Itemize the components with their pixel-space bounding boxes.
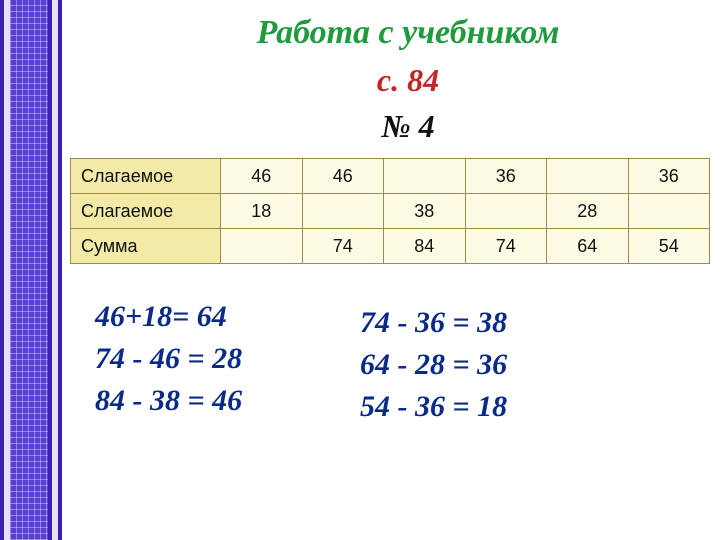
- table-cell: [465, 194, 547, 229]
- table-row: Сумма7484746454: [71, 229, 710, 264]
- band-stripe: [58, 0, 62, 540]
- table-cell: 38: [384, 194, 466, 229]
- table-row: Слагаемое46463636: [71, 159, 710, 194]
- table-cell: 46: [221, 159, 303, 194]
- table-cell: 28: [547, 194, 629, 229]
- table-cell: [302, 194, 384, 229]
- data-table: Слагаемое46463636Слагаемое183828Сумма748…: [70, 158, 710, 264]
- band-fill: [10, 0, 48, 540]
- table-cell: 18: [221, 194, 303, 229]
- table-row: Слагаемое18 38 28: [71, 194, 710, 229]
- table-cell: 74: [302, 229, 384, 264]
- table-cell: 54: [628, 229, 710, 264]
- table-cell: [384, 159, 466, 194]
- table-cell: 36: [628, 159, 710, 194]
- table-cell: 84: [384, 229, 466, 264]
- table-cell: 46: [302, 159, 384, 194]
- row-header: Сумма: [71, 229, 221, 264]
- table-cell: [547, 159, 629, 194]
- table-cell: [221, 229, 303, 264]
- table-cell: 36: [465, 159, 547, 194]
- equation: 74 - 36 = 38: [360, 306, 507, 340]
- table-cell: 74: [465, 229, 547, 264]
- data-table-wrap: Слагаемое46463636Слагаемое183828Сумма748…: [70, 158, 710, 264]
- equation: 46+18= 64: [95, 300, 227, 334]
- table-cell: 64: [547, 229, 629, 264]
- equation: 64 - 28 = 36: [360, 348, 507, 382]
- equation: 54 - 36 = 18: [360, 390, 507, 424]
- equation: 84 - 38 = 46: [95, 384, 242, 418]
- slide-title: Работа с учебником: [128, 14, 688, 52]
- left-decorative-band: [0, 0, 62, 540]
- page-reference: с. 84: [128, 62, 688, 99]
- table-cell: [628, 194, 710, 229]
- row-header: Слагаемое: [71, 194, 221, 229]
- exercise-number: № 4: [128, 108, 688, 145]
- equation: 74 - 46 = 28: [95, 342, 242, 376]
- row-header: Слагаемое: [71, 159, 221, 194]
